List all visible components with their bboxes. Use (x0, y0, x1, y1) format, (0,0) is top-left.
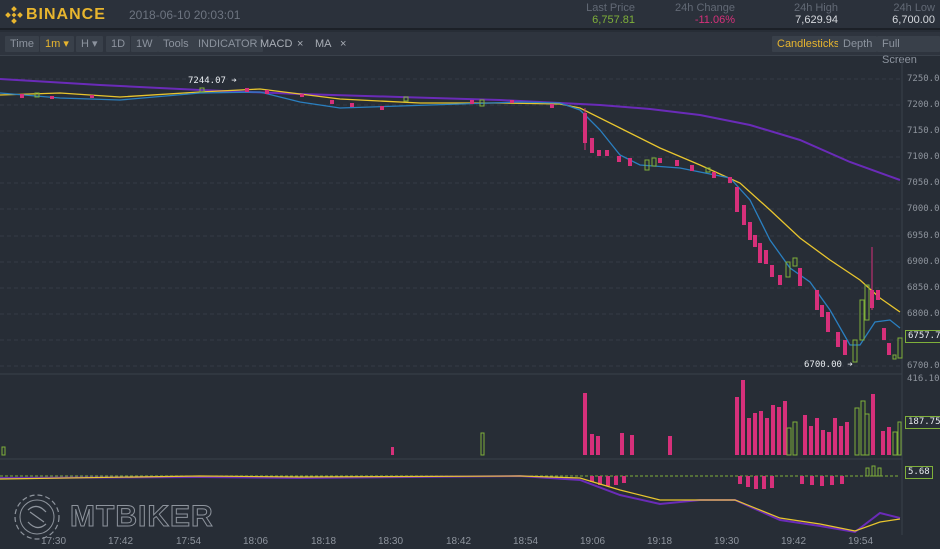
fullscreen-button[interactable]: Full Screen (877, 36, 940, 66)
macd-panel (0, 465, 901, 534)
brand-name: BINANCE (26, 6, 106, 23)
tools-button[interactable]: Tools (158, 36, 194, 52)
week-button[interactable]: 1W (131, 36, 158, 52)
grid-lines (0, 78, 902, 367)
price-axis-label: 6850.00 (907, 283, 940, 293)
volume-max-label: 416.10 (907, 374, 940, 384)
stat-24h-low: 24h Low 6,700.00 (880, 2, 935, 26)
time-axis-label: 19:42 (781, 536, 807, 547)
price-axis-label: 6950.00 (907, 231, 940, 241)
stat-last-price: Last Price 6,757.81 (575, 2, 635, 26)
high-price-value: 7244.07 (188, 76, 226, 86)
mtbiker-watermark: MTBIKER (8, 488, 214, 546)
arrow-right-icon: ➔ (847, 360, 853, 370)
day-button[interactable]: 1D (106, 36, 131, 52)
stat-value: 6,757.81 (592, 14, 635, 26)
binance-diamond-icon (5, 6, 23, 24)
gear-logo-icon (14, 494, 60, 540)
interval-dropdown[interactable]: 1m ▾ (40, 36, 74, 52)
time-axis-label: 19:30 (714, 536, 740, 547)
stat-label: 24h Change (675, 2, 735, 14)
time-axis-label: 19:54 (848, 536, 874, 547)
price-axis-label: 6800.00 (907, 309, 940, 319)
price-axis-label: 6700.00 (907, 361, 940, 371)
time-axis-label: 18:06 (243, 536, 269, 547)
depth-button[interactable]: Depth (838, 36, 878, 52)
volume-tag: 187.75 (905, 416, 940, 429)
current-datetime: 2018-06-10 20:03:01 (129, 8, 241, 22)
macd-tag: 5.68 (905, 466, 933, 479)
time-axis-label: 17:54 (176, 536, 202, 547)
high-price-annotation: 7244.07 ➔ (188, 76, 237, 86)
remove-ma-icon[interactable]: × (340, 38, 347, 50)
hour-dropdown[interactable]: H ▾ (76, 36, 103, 52)
stat-24h-change: 24h Change -11.06% (660, 2, 735, 26)
stat-label: 24h High (793, 2, 838, 14)
candlesticks (20, 87, 903, 363)
macd-indicator-label: MACD (260, 38, 293, 50)
low-price-annotation: 6700.00 ➔ (804, 360, 853, 370)
time-axis-label: 17:42 (108, 536, 134, 547)
stat-label: Last Price (586, 2, 635, 14)
chart-toolbar: Time 1m ▾ H ▾ 1D 1W Tools INDICATOR MACD… (0, 32, 940, 66)
indicator-button[interactable]: INDICATOR (193, 36, 263, 52)
stat-24h-high: 24h High 7,629.94 (780, 2, 838, 26)
top-bar: BINANCE 2018-06-10 20:03:01 Last Price 6… (0, 0, 940, 30)
candlesticks-button[interactable]: Candlesticks (772, 36, 845, 52)
price-chart[interactable] (0, 57, 940, 549)
time-axis-label: 19:18 (647, 536, 673, 547)
stat-value: 7,629.94 (795, 14, 838, 26)
price-axis-label: 7200.00 (907, 100, 940, 110)
arrow-right-icon: ➔ (231, 76, 237, 86)
last-price-tag: 6757.7 (905, 330, 940, 343)
stat-label: 24h Low (893, 2, 935, 14)
stat-value: -11.06% (694, 14, 735, 26)
time-axis-label: 18:18 (311, 536, 337, 547)
stat-value: 6,700.00 (892, 14, 935, 26)
price-axis-label: 7150.00 (907, 126, 940, 136)
price-axis-label: 7100.00 (907, 152, 940, 162)
price-axis-label: 7250.00 (907, 74, 940, 84)
time-axis-label: 17:30 (41, 536, 67, 547)
time-button[interactable]: Time (5, 36, 40, 52)
time-axis-label: 19:06 (580, 536, 606, 547)
ma-indicator-label: MA (315, 38, 332, 50)
price-axis-label: 7050.00 (907, 178, 940, 188)
price-axis-label: 7000.00 (907, 204, 940, 214)
ma-mid-line (0, 88, 901, 313)
binance-logo[interactable]: BINANCE (5, 5, 106, 25)
ma-slow-line (0, 78, 901, 181)
remove-macd-icon[interactable]: × (297, 38, 304, 50)
price-axis-label: 6900.00 (907, 257, 940, 267)
low-price-value: 6700.00 (804, 360, 842, 370)
volume-bars (1, 380, 902, 456)
time-axis-label: 18:30 (378, 536, 404, 547)
time-axis-label: 18:54 (513, 536, 539, 547)
watermark-text: MTBIKER (70, 500, 214, 534)
time-axis-label: 18:42 (446, 536, 472, 547)
